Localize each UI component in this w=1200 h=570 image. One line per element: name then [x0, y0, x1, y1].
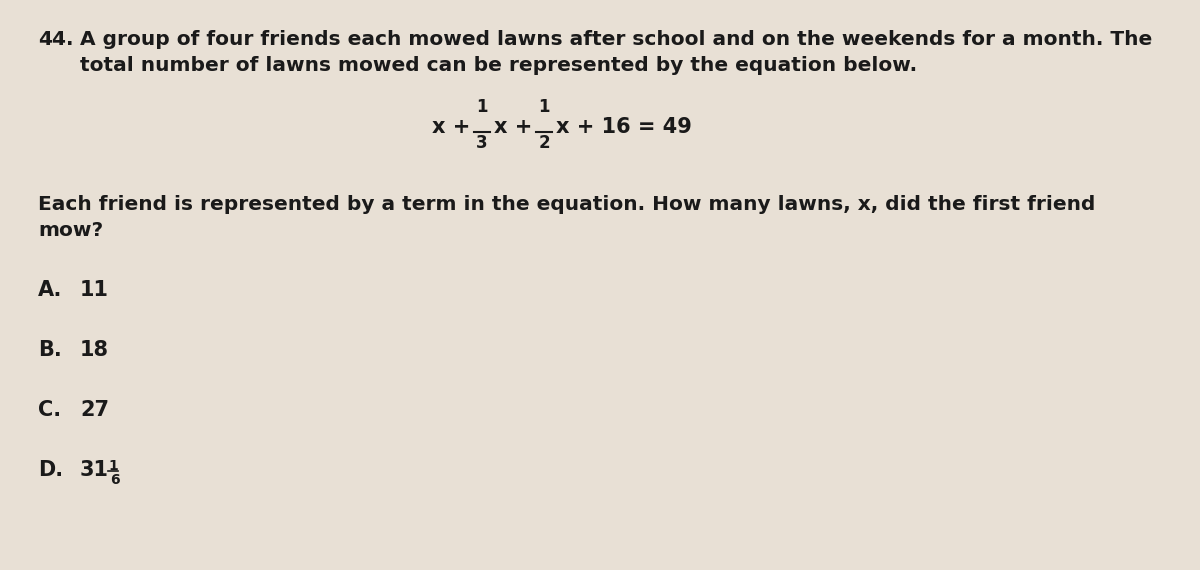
Text: A.: A. — [38, 280, 62, 300]
Text: D.: D. — [38, 460, 64, 480]
Text: total number of lawns mowed can be represented by the equation below.: total number of lawns mowed can be repre… — [80, 56, 917, 75]
Text: 18: 18 — [80, 340, 109, 360]
Text: x +: x + — [432, 117, 478, 137]
Text: x +: x + — [494, 117, 540, 137]
Text: B.: B. — [38, 340, 61, 360]
Text: 27: 27 — [80, 400, 109, 420]
Text: 1: 1 — [539, 98, 550, 116]
Text: 44.: 44. — [38, 30, 73, 49]
Text: mow?: mow? — [38, 221, 103, 240]
Text: 6: 6 — [110, 473, 120, 487]
Text: 31: 31 — [80, 460, 109, 480]
Text: C.: C. — [38, 400, 61, 420]
Text: 1: 1 — [476, 98, 487, 116]
Text: x + 16 = 49: x + 16 = 49 — [556, 117, 692, 137]
Text: A group of four friends each mowed lawns after school and on the weekends for a : A group of four friends each mowed lawns… — [80, 30, 1152, 49]
Text: 3: 3 — [476, 134, 488, 152]
Text: 2: 2 — [538, 134, 550, 152]
Text: Each friend is represented by a term in the equation. How many lawns, x, did the: Each friend is represented by a term in … — [38, 195, 1096, 214]
Text: 1: 1 — [108, 459, 118, 473]
Text: 11: 11 — [80, 280, 109, 300]
